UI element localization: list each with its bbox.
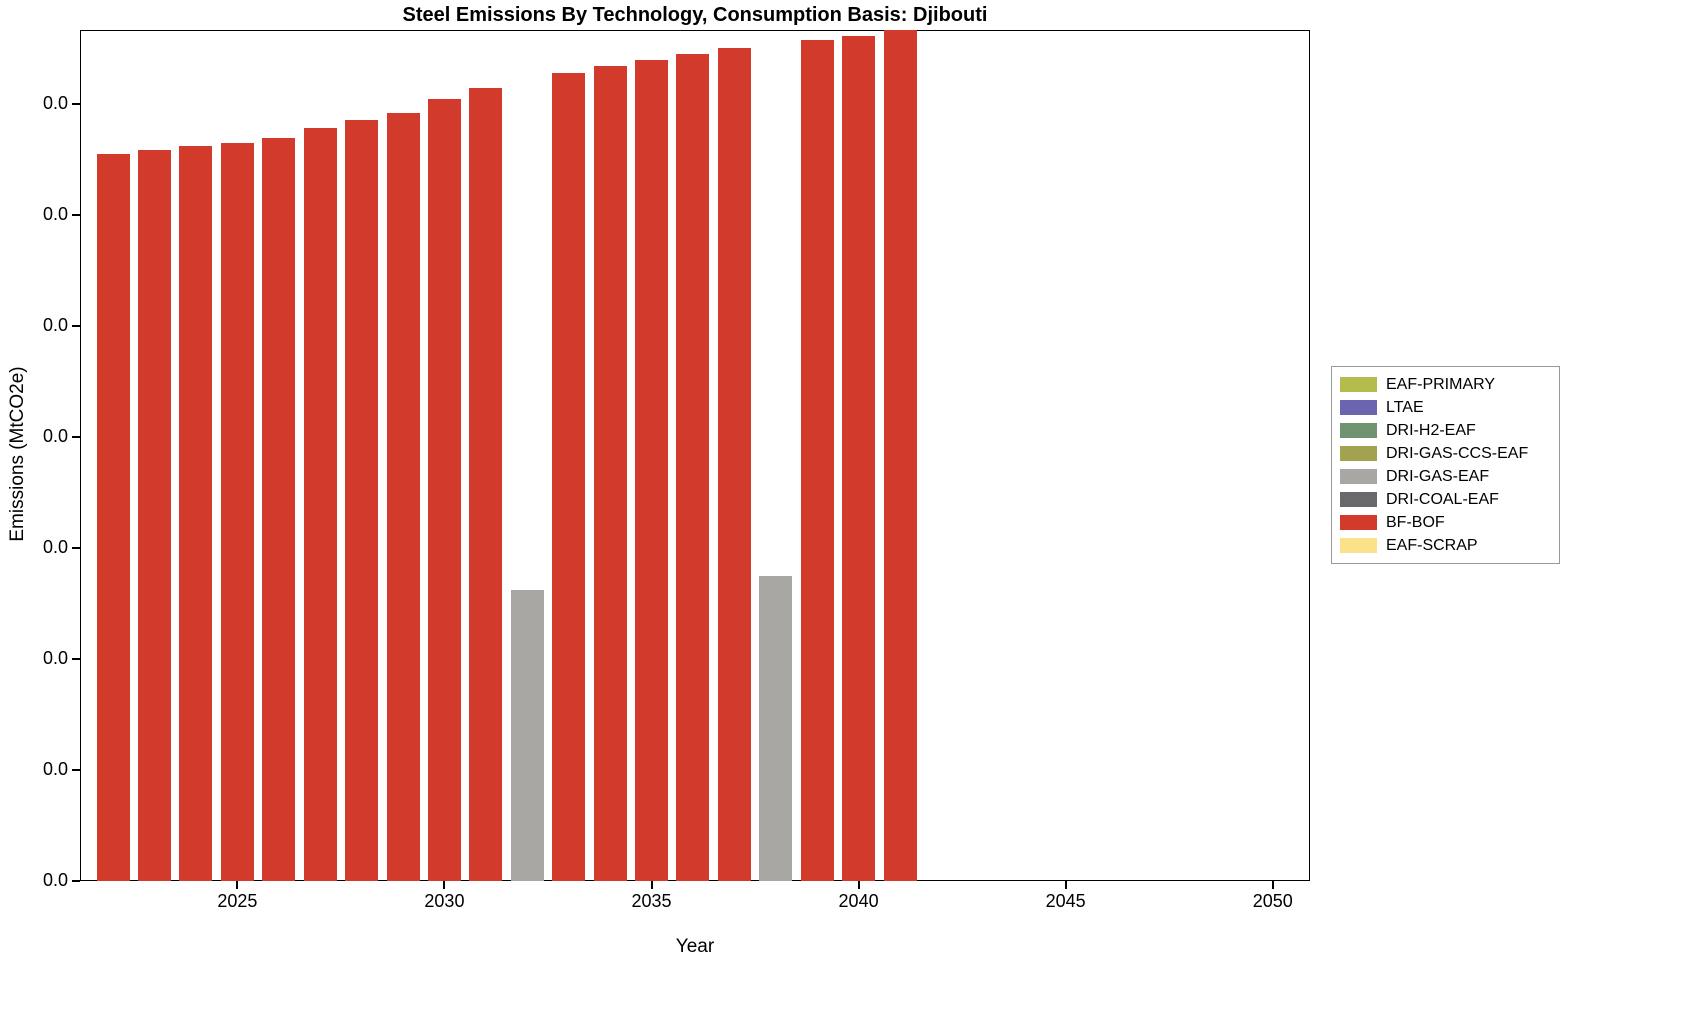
y-tick-mark	[72, 547, 80, 550]
y-tick-mark	[72, 436, 80, 439]
bar-2029-bf-bof	[386, 113, 420, 881]
x-tick-mark	[236, 881, 239, 889]
legend-entry-label: DRI-COAL-EAF	[1386, 490, 1499, 508]
legend-color-swatch-icon	[1340, 469, 1377, 484]
x-tick-label: 2045	[1045, 891, 1086, 911]
legend-color-swatch-icon	[1340, 538, 1377, 553]
bar-2022-bf-bof	[96, 154, 130, 881]
y-tick-label: 0.0	[42, 870, 68, 890]
x-tick-label: 2025	[217, 891, 258, 911]
y-tick-label: 0.0	[42, 648, 68, 669]
bar-2036-bf-bof	[676, 54, 710, 881]
y-tick-mark	[72, 880, 80, 882]
bars-layer	[80, 30, 1310, 881]
y-tick-mark	[72, 214, 80, 217]
legend-entry-label: BF-BOF	[1386, 513, 1445, 531]
legend-color-swatch-icon	[1340, 423, 1377, 438]
bar-2024-bf-bof	[179, 146, 213, 881]
y-tick-label: 0.0	[42, 93, 68, 114]
legend-entry-ltae: LTAE	[1340, 396, 1551, 419]
bar-2037-bf-bof	[717, 48, 751, 881]
y-axis-label: Emissions (MtCO2e)	[7, 366, 28, 542]
bar-2038-dri-gas-eaf	[759, 576, 793, 881]
legend-entry-dri-gas-ccs-eaf: DRI-GAS-CCS-EAF	[1340, 442, 1551, 465]
legend-color-swatch-icon	[1340, 446, 1377, 461]
x-tick-mark	[1271, 881, 1274, 889]
bar-2028-bf-bof	[345, 120, 379, 881]
bar-2027-bf-bof	[303, 128, 337, 881]
legend-color-swatch-icon	[1340, 400, 1377, 415]
x-tick-label: 2050	[1252, 891, 1293, 911]
x-tick-label: 2040	[838, 891, 879, 911]
legend-entry-label: DRI-GAS-CCS-EAF	[1386, 444, 1529, 462]
bar-2025-bf-bof	[220, 143, 254, 881]
legend-entry-dri-coal-eaf: DRI-COAL-EAF	[1340, 488, 1551, 511]
legend-entry-label: DRI-GAS-EAF	[1386, 467, 1490, 485]
legend-entry-label: LTAE	[1386, 398, 1424, 416]
x-tick-mark	[1064, 881, 1067, 889]
x-tick-mark	[857, 881, 860, 889]
legend-entry-bf-bof: BF-BOF	[1340, 511, 1551, 534]
legend-entry-label: EAF-PRIMARY	[1386, 375, 1496, 393]
x-tick-mark	[443, 881, 446, 889]
legend: EAF-PRIMARY LTAE DRI-H2-EAF DRI-GAS-CCS-EAF…	[1331, 366, 1560, 564]
legend-entry-eaf-scrap: EAF-SCRAP	[1340, 534, 1551, 557]
y-tick-mark	[72, 325, 80, 328]
legend-entry-label: DRI-H2-EAF	[1386, 421, 1476, 439]
y-tick-label: 0.0	[42, 426, 68, 447]
bar-2034-bf-bof	[593, 66, 627, 881]
bar-2041-bf-bof	[883, 30, 917, 881]
y-tick-mark	[72, 103, 80, 106]
bar-2033-bf-bof	[552, 73, 586, 881]
chart-title: Steel Emissions By Technology, Consumpti…	[402, 4, 988, 26]
y-tick-label: 0.0	[42, 759, 68, 780]
x-tick-label: 2035	[631, 891, 672, 911]
legend-entry-dri-gas-eaf: DRI-GAS-EAF	[1340, 465, 1551, 488]
x-axis-label: Year	[675, 936, 715, 957]
legend-entry-dri-h2-eaf: DRI-H2-EAF	[1340, 419, 1551, 442]
bar-2030-bf-bof	[427, 99, 461, 881]
bar-2032-dri-gas-eaf	[510, 590, 544, 881]
bar-2035-bf-bof	[635, 60, 668, 881]
x-tick-mark	[650, 881, 653, 889]
bar-2023-bf-bof	[138, 150, 172, 881]
bar-2040-bf-bof	[842, 36, 876, 881]
bar-2026-bf-bof	[262, 138, 296, 881]
x-tick-label: 2030	[424, 891, 465, 911]
legend-color-swatch-icon	[1340, 377, 1377, 392]
y-tick-mark	[72, 658, 80, 661]
legend-color-swatch-icon	[1340, 515, 1377, 530]
legend-entry-label: EAF-SCRAP	[1386, 536, 1478, 554]
bar-2031-bf-bof	[469, 88, 503, 881]
legend-color-swatch-icon	[1340, 492, 1377, 507]
y-tick-label: 0.0	[42, 315, 68, 336]
y-tick-mark	[72, 769, 80, 772]
y-tick-label: 0.0	[42, 537, 68, 558]
y-tick-label: 0.0	[42, 204, 68, 225]
bar-2039-bf-bof	[800, 40, 834, 881]
legend-entry-eaf-primary: EAF-PRIMARY	[1340, 373, 1551, 396]
